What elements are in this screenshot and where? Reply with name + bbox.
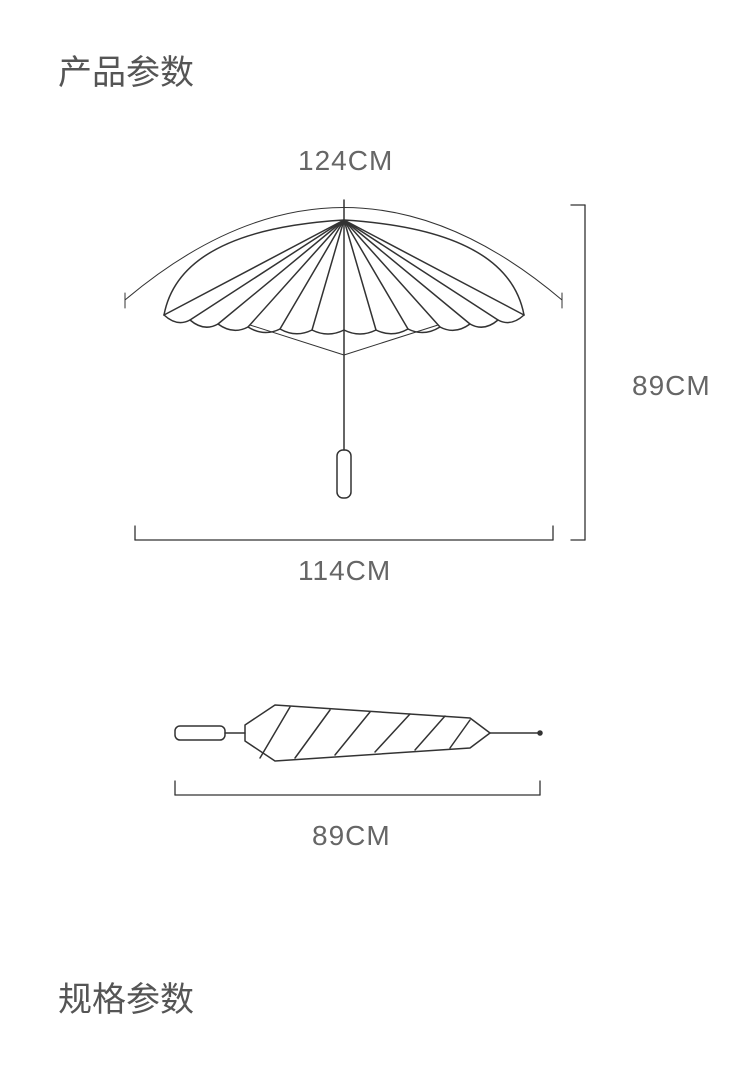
closed-umbrella [175,705,542,761]
height-bracket [571,205,585,540]
diagram-svg [0,0,750,1066]
closed-bracket [175,781,540,795]
width-bracket [135,526,553,540]
open-umbrella [164,200,524,498]
